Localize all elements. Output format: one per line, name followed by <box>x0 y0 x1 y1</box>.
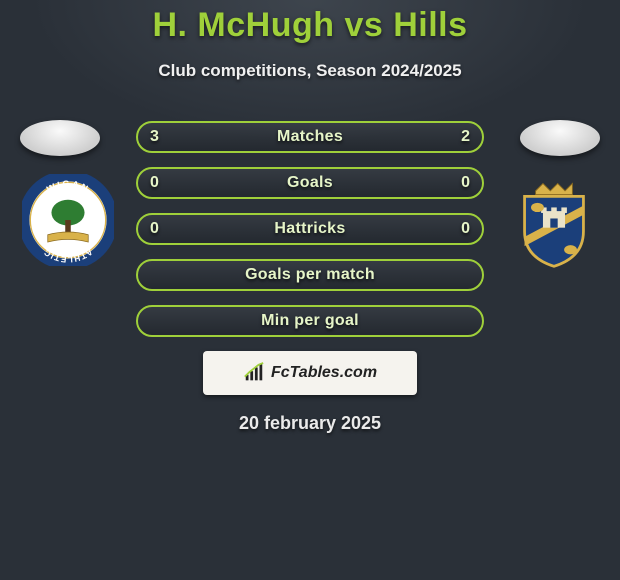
player-avatar-right <box>520 120 600 156</box>
player-avatar-left <box>20 120 100 156</box>
stat-row-goals-per-match: Goals per match <box>136 259 484 291</box>
stat-label: Matches <box>277 128 343 146</box>
stat-left-value: 0 <box>150 220 159 238</box>
stat-right-value: 0 <box>461 174 470 192</box>
page-title: H. McHugh vs Hills <box>0 6 620 45</box>
stat-row-hattricks: 0 Hattricks 0 <box>136 213 484 245</box>
footer-brand-text: FcTables.com <box>271 364 377 382</box>
stat-left-value: 0 <box>150 174 159 192</box>
stat-label: Goals per match <box>245 266 375 284</box>
footer-brand-badge: FcTables.com <box>203 351 417 395</box>
date-text: 20 february 2025 <box>0 413 620 434</box>
wigan-athletic-crest: WIGAN ATHLETIC <box>22 174 114 266</box>
stat-label: Goals <box>287 174 333 192</box>
stat-row-matches: 3 Matches 2 <box>136 121 484 153</box>
subtitle: Club competitions, Season 2024/2025 <box>0 61 620 81</box>
stat-label: Hattricks <box>274 220 345 238</box>
bar-chart-icon <box>243 362 265 384</box>
stat-row-min-per-goal: Min per goal <box>136 305 484 337</box>
comparison-card: H. McHugh vs Hills Club competitions, Se… <box>0 0 620 434</box>
stat-right-value: 2 <box>461 128 470 146</box>
stat-right-value: 0 <box>461 220 470 238</box>
stat-label: Min per goal <box>261 312 359 330</box>
stockport-county-crest <box>508 178 600 270</box>
stat-left-value: 3 <box>150 128 159 146</box>
stat-row-goals: 0 Goals 0 <box>136 167 484 199</box>
